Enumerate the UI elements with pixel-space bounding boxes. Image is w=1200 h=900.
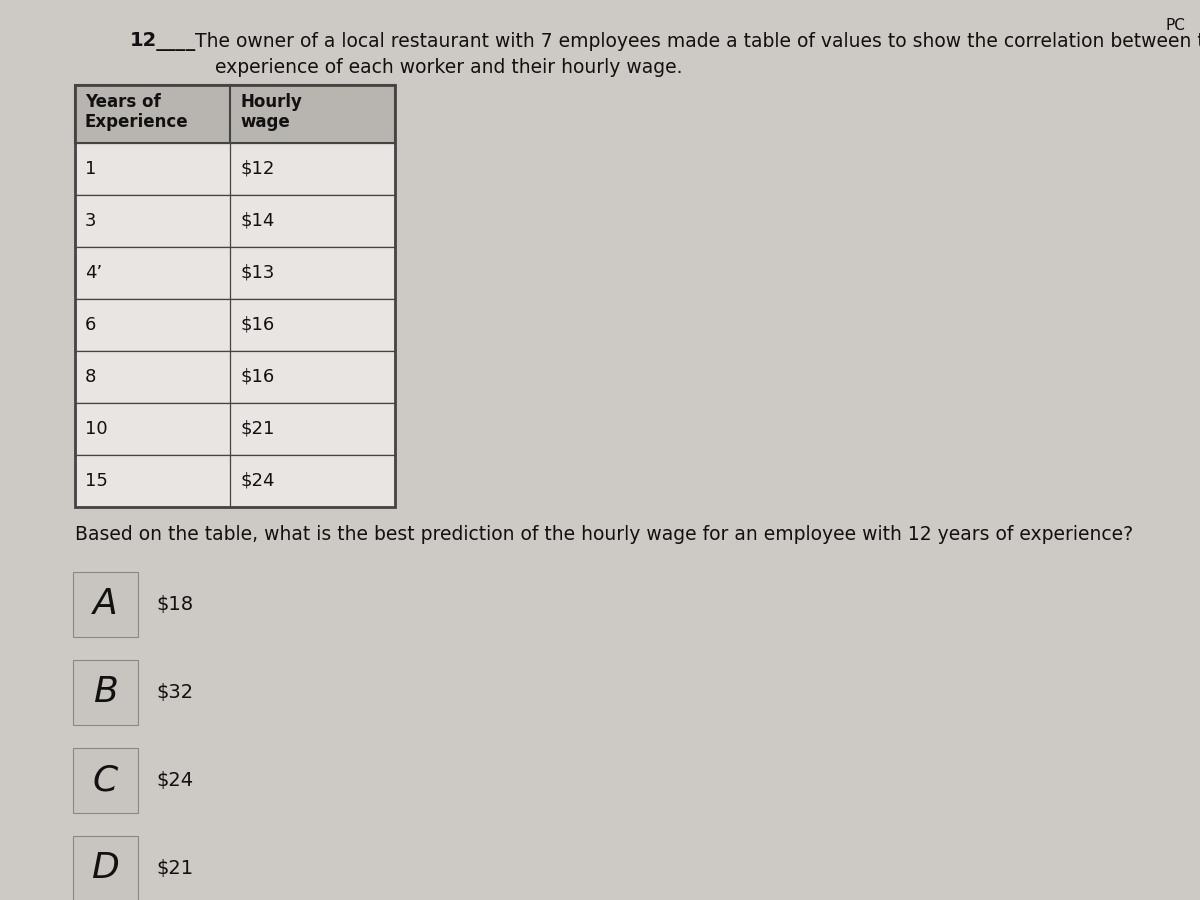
FancyBboxPatch shape bbox=[74, 351, 395, 403]
Text: $24: $24 bbox=[156, 771, 193, 790]
Text: $12: $12 bbox=[240, 160, 275, 178]
FancyBboxPatch shape bbox=[74, 455, 395, 507]
Text: $16: $16 bbox=[240, 368, 275, 386]
Text: wage: wage bbox=[240, 113, 289, 131]
Text: C: C bbox=[92, 763, 118, 797]
Text: $21: $21 bbox=[156, 859, 193, 878]
Text: 1: 1 bbox=[85, 160, 96, 178]
Text: $21: $21 bbox=[240, 420, 275, 438]
Text: $18: $18 bbox=[156, 595, 193, 614]
Text: $14: $14 bbox=[240, 212, 275, 230]
FancyBboxPatch shape bbox=[74, 247, 395, 299]
Text: 15: 15 bbox=[85, 472, 108, 490]
Text: $24: $24 bbox=[240, 472, 275, 490]
Text: D: D bbox=[91, 851, 119, 886]
FancyBboxPatch shape bbox=[73, 836, 138, 900]
Text: $32: $32 bbox=[156, 683, 193, 702]
Text: Years of: Years of bbox=[85, 93, 161, 111]
Text: Based on the table, what is the best prediction of the hourly wage for an employ: Based on the table, what is the best pre… bbox=[74, 525, 1133, 544]
Text: PC: PC bbox=[1165, 18, 1186, 33]
Text: 8: 8 bbox=[85, 368, 96, 386]
FancyBboxPatch shape bbox=[74, 299, 395, 351]
Text: 3: 3 bbox=[85, 212, 96, 230]
Text: A: A bbox=[92, 588, 118, 622]
FancyBboxPatch shape bbox=[73, 572, 138, 637]
Text: 6: 6 bbox=[85, 316, 96, 334]
Text: 12____: 12____ bbox=[130, 32, 197, 51]
Text: experience of each worker and their hourly wage.: experience of each worker and their hour… bbox=[215, 58, 683, 77]
Text: Experience: Experience bbox=[85, 113, 188, 131]
FancyBboxPatch shape bbox=[74, 195, 395, 247]
Text: The owner of a local restaurant with 7 employees made a table of values to show : The owner of a local restaurant with 7 e… bbox=[194, 32, 1200, 51]
FancyBboxPatch shape bbox=[73, 660, 138, 725]
Text: $13: $13 bbox=[240, 264, 275, 282]
FancyBboxPatch shape bbox=[74, 403, 395, 455]
Text: 10: 10 bbox=[85, 420, 108, 438]
Text: Hourly: Hourly bbox=[240, 93, 302, 111]
FancyBboxPatch shape bbox=[74, 85, 395, 143]
Text: $16: $16 bbox=[240, 316, 275, 334]
Text: 4’: 4’ bbox=[85, 264, 102, 282]
FancyBboxPatch shape bbox=[74, 143, 395, 195]
FancyBboxPatch shape bbox=[73, 748, 138, 813]
Text: B: B bbox=[92, 676, 118, 709]
